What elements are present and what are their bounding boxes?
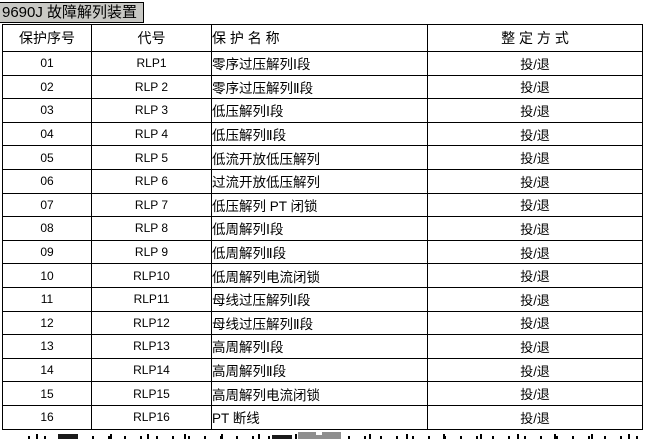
cell-protection-name: 零序过压解列Ⅰ段 xyxy=(211,51,428,76)
cell-code: RLP1 xyxy=(91,51,212,76)
clipped-selection-notch xyxy=(316,432,322,435)
cell-serial: 09 xyxy=(2,239,92,265)
column-header-code: 代号 xyxy=(91,24,212,52)
table-row: 04 RLP 4 低压解列Ⅱ段 投/退 xyxy=(2,121,643,147)
cell-serial: 15 xyxy=(2,381,92,406)
table-row: 16 RLP16 PT 断线 投/退 xyxy=(2,404,643,430)
document-title-text: 9690J 故障解列装置 xyxy=(2,4,138,21)
cell-code: RLP12 xyxy=(91,310,212,336)
document-title-box: 9690J 故障解列装置 xyxy=(0,2,145,23)
table-row: 07 RLP 7 低压解列 PT 闭锁 投/退 xyxy=(2,192,643,218)
cell-protection-name: 零序过压解列Ⅱ段 xyxy=(211,74,428,100)
cell-serial: 07 xyxy=(2,192,92,218)
table-row: 06 RLP 6 过流开放低压解列 投/退 xyxy=(2,168,643,194)
cell-setting-mode: 投/退 xyxy=(427,168,643,194)
cell-code: RLP 5 xyxy=(91,145,212,170)
table-row: 05 RLP 5 低流开放低压解列 投/退 xyxy=(2,145,643,170)
cell-serial: 02 xyxy=(2,74,92,100)
cell-protection-name: 低压解列Ⅰ段 xyxy=(211,98,428,123)
cell-setting-mode: 投/退 xyxy=(427,357,643,383)
cell-code: RLP 8 xyxy=(91,216,212,241)
cell-setting-mode: 投/退 xyxy=(427,192,643,218)
cell-code: RLP 4 xyxy=(91,121,212,147)
cell-code: RLP11 xyxy=(91,286,212,312)
cell-serial: 03 xyxy=(2,98,92,123)
cell-protection-name: 低流开放低压解列 xyxy=(211,145,428,170)
cell-serial: 04 xyxy=(2,121,92,147)
cell-serial: 05 xyxy=(2,145,92,170)
clipped-text-tops xyxy=(58,434,78,439)
column-header-setting-mode: 整 定 方 式 xyxy=(427,24,643,52)
cell-setting-mode: 投/退 xyxy=(427,239,643,265)
cell-code: RLP 9 xyxy=(91,239,212,265)
cell-protection-name: 低周解列电流闭锁 xyxy=(211,263,428,288)
cell-setting-mode: 投/退 xyxy=(427,263,643,288)
cell-setting-mode: 投/退 xyxy=(427,404,643,430)
table-row: 15 RLP15 高周解列电流闭锁 投/退 xyxy=(2,381,643,406)
cell-code: RLP 7 xyxy=(91,192,212,218)
cell-code: RLP14 xyxy=(91,357,212,383)
cell-setting-mode: 投/退 xyxy=(427,334,643,359)
cell-setting-mode: 投/退 xyxy=(427,216,643,241)
table-row: 13 RLP13 高周解列Ⅰ段 投/退 xyxy=(2,334,643,359)
table-header-row: 保护序号 代号 保 护 名 称 整 定 方 式 xyxy=(2,24,643,52)
table-row: 14 RLP14 高周解列Ⅱ段 投/退 xyxy=(2,357,643,383)
table-row: 08 RLP 8 低周解列Ⅰ段 投/退 xyxy=(2,216,643,241)
cell-protection-name: 低压解列Ⅱ段 xyxy=(211,121,428,147)
cell-setting-mode: 投/退 xyxy=(427,121,643,147)
cell-code: RLP 2 xyxy=(91,74,212,100)
clipped-next-line xyxy=(0,432,645,439)
cell-protection-name: 高周解列Ⅱ段 xyxy=(211,357,428,383)
cell-protection-name: 低压解列 PT 闭锁 xyxy=(211,192,428,218)
cell-serial: 06 xyxy=(2,168,92,194)
table-row: 12 RLP12 母线过压解列Ⅱ段 投/退 xyxy=(2,310,643,336)
table-row: 11 RLP11 母线过压解列Ⅰ段 投/退 xyxy=(2,286,643,312)
cell-serial: 08 xyxy=(2,216,92,241)
column-header-name: 保 护 名 称 xyxy=(211,24,428,52)
cell-serial: 16 xyxy=(2,404,92,430)
cell-code: RLP10 xyxy=(91,263,212,288)
cell-code: RLP 6 xyxy=(91,168,212,194)
cell-code: RLP13 xyxy=(91,334,212,359)
cell-code: RLP16 xyxy=(91,404,212,430)
clipped-text-tops xyxy=(272,435,292,439)
cell-protection-name: 过流开放低压解列 xyxy=(211,168,428,194)
protection-settings-table: 保护序号 代号 保 护 名 称 整 定 方 式 01 RLP1 零序过压解列Ⅰ段… xyxy=(2,24,643,430)
cell-setting-mode: 投/退 xyxy=(427,51,643,76)
cell-protection-name: PT 断线 xyxy=(211,404,428,430)
table-row: 09 RLP 9 低周解列Ⅱ段 投/退 xyxy=(2,239,643,265)
table-row: 03 RLP 3 低压解列Ⅰ段 投/退 xyxy=(2,98,643,123)
cell-protection-name: 母线过压解列Ⅱ段 xyxy=(211,310,428,336)
cell-setting-mode: 投/退 xyxy=(427,286,643,312)
column-header-serial: 保护序号 xyxy=(2,24,92,52)
clipped-selection-highlight xyxy=(298,432,341,439)
cell-setting-mode: 投/退 xyxy=(427,310,643,336)
cell-serial: 14 xyxy=(2,357,92,383)
cell-protection-name: 低周解列Ⅰ段 xyxy=(211,216,428,241)
cell-setting-mode: 投/退 xyxy=(427,381,643,406)
cell-protection-name: 母线过压解列Ⅰ段 xyxy=(211,286,428,312)
cell-serial: 11 xyxy=(2,286,92,312)
cell-setting-mode: 投/退 xyxy=(427,98,643,123)
cell-serial: 13 xyxy=(2,334,92,359)
cell-serial: 10 xyxy=(2,263,92,288)
cell-code: RLP15 xyxy=(91,381,212,406)
cell-setting-mode: 投/退 xyxy=(427,74,643,100)
cell-serial: 01 xyxy=(2,51,92,76)
cell-setting-mode: 投/退 xyxy=(427,145,643,170)
table-row: 01 RLP1 零序过压解列Ⅰ段 投/退 xyxy=(2,51,643,76)
cell-code: RLP 3 xyxy=(91,98,212,123)
table-row: 02 RLP 2 零序过压解列Ⅱ段 投/退 xyxy=(2,74,643,100)
cell-protection-name: 高周解列电流闭锁 xyxy=(211,381,428,406)
cell-serial: 12 xyxy=(2,310,92,336)
cell-protection-name: 高周解列Ⅰ段 xyxy=(211,334,428,359)
cell-protection-name: 低周解列Ⅱ段 xyxy=(211,239,428,265)
table-row: 10 RLP10 低周解列电流闭锁 投/退 xyxy=(2,263,643,288)
